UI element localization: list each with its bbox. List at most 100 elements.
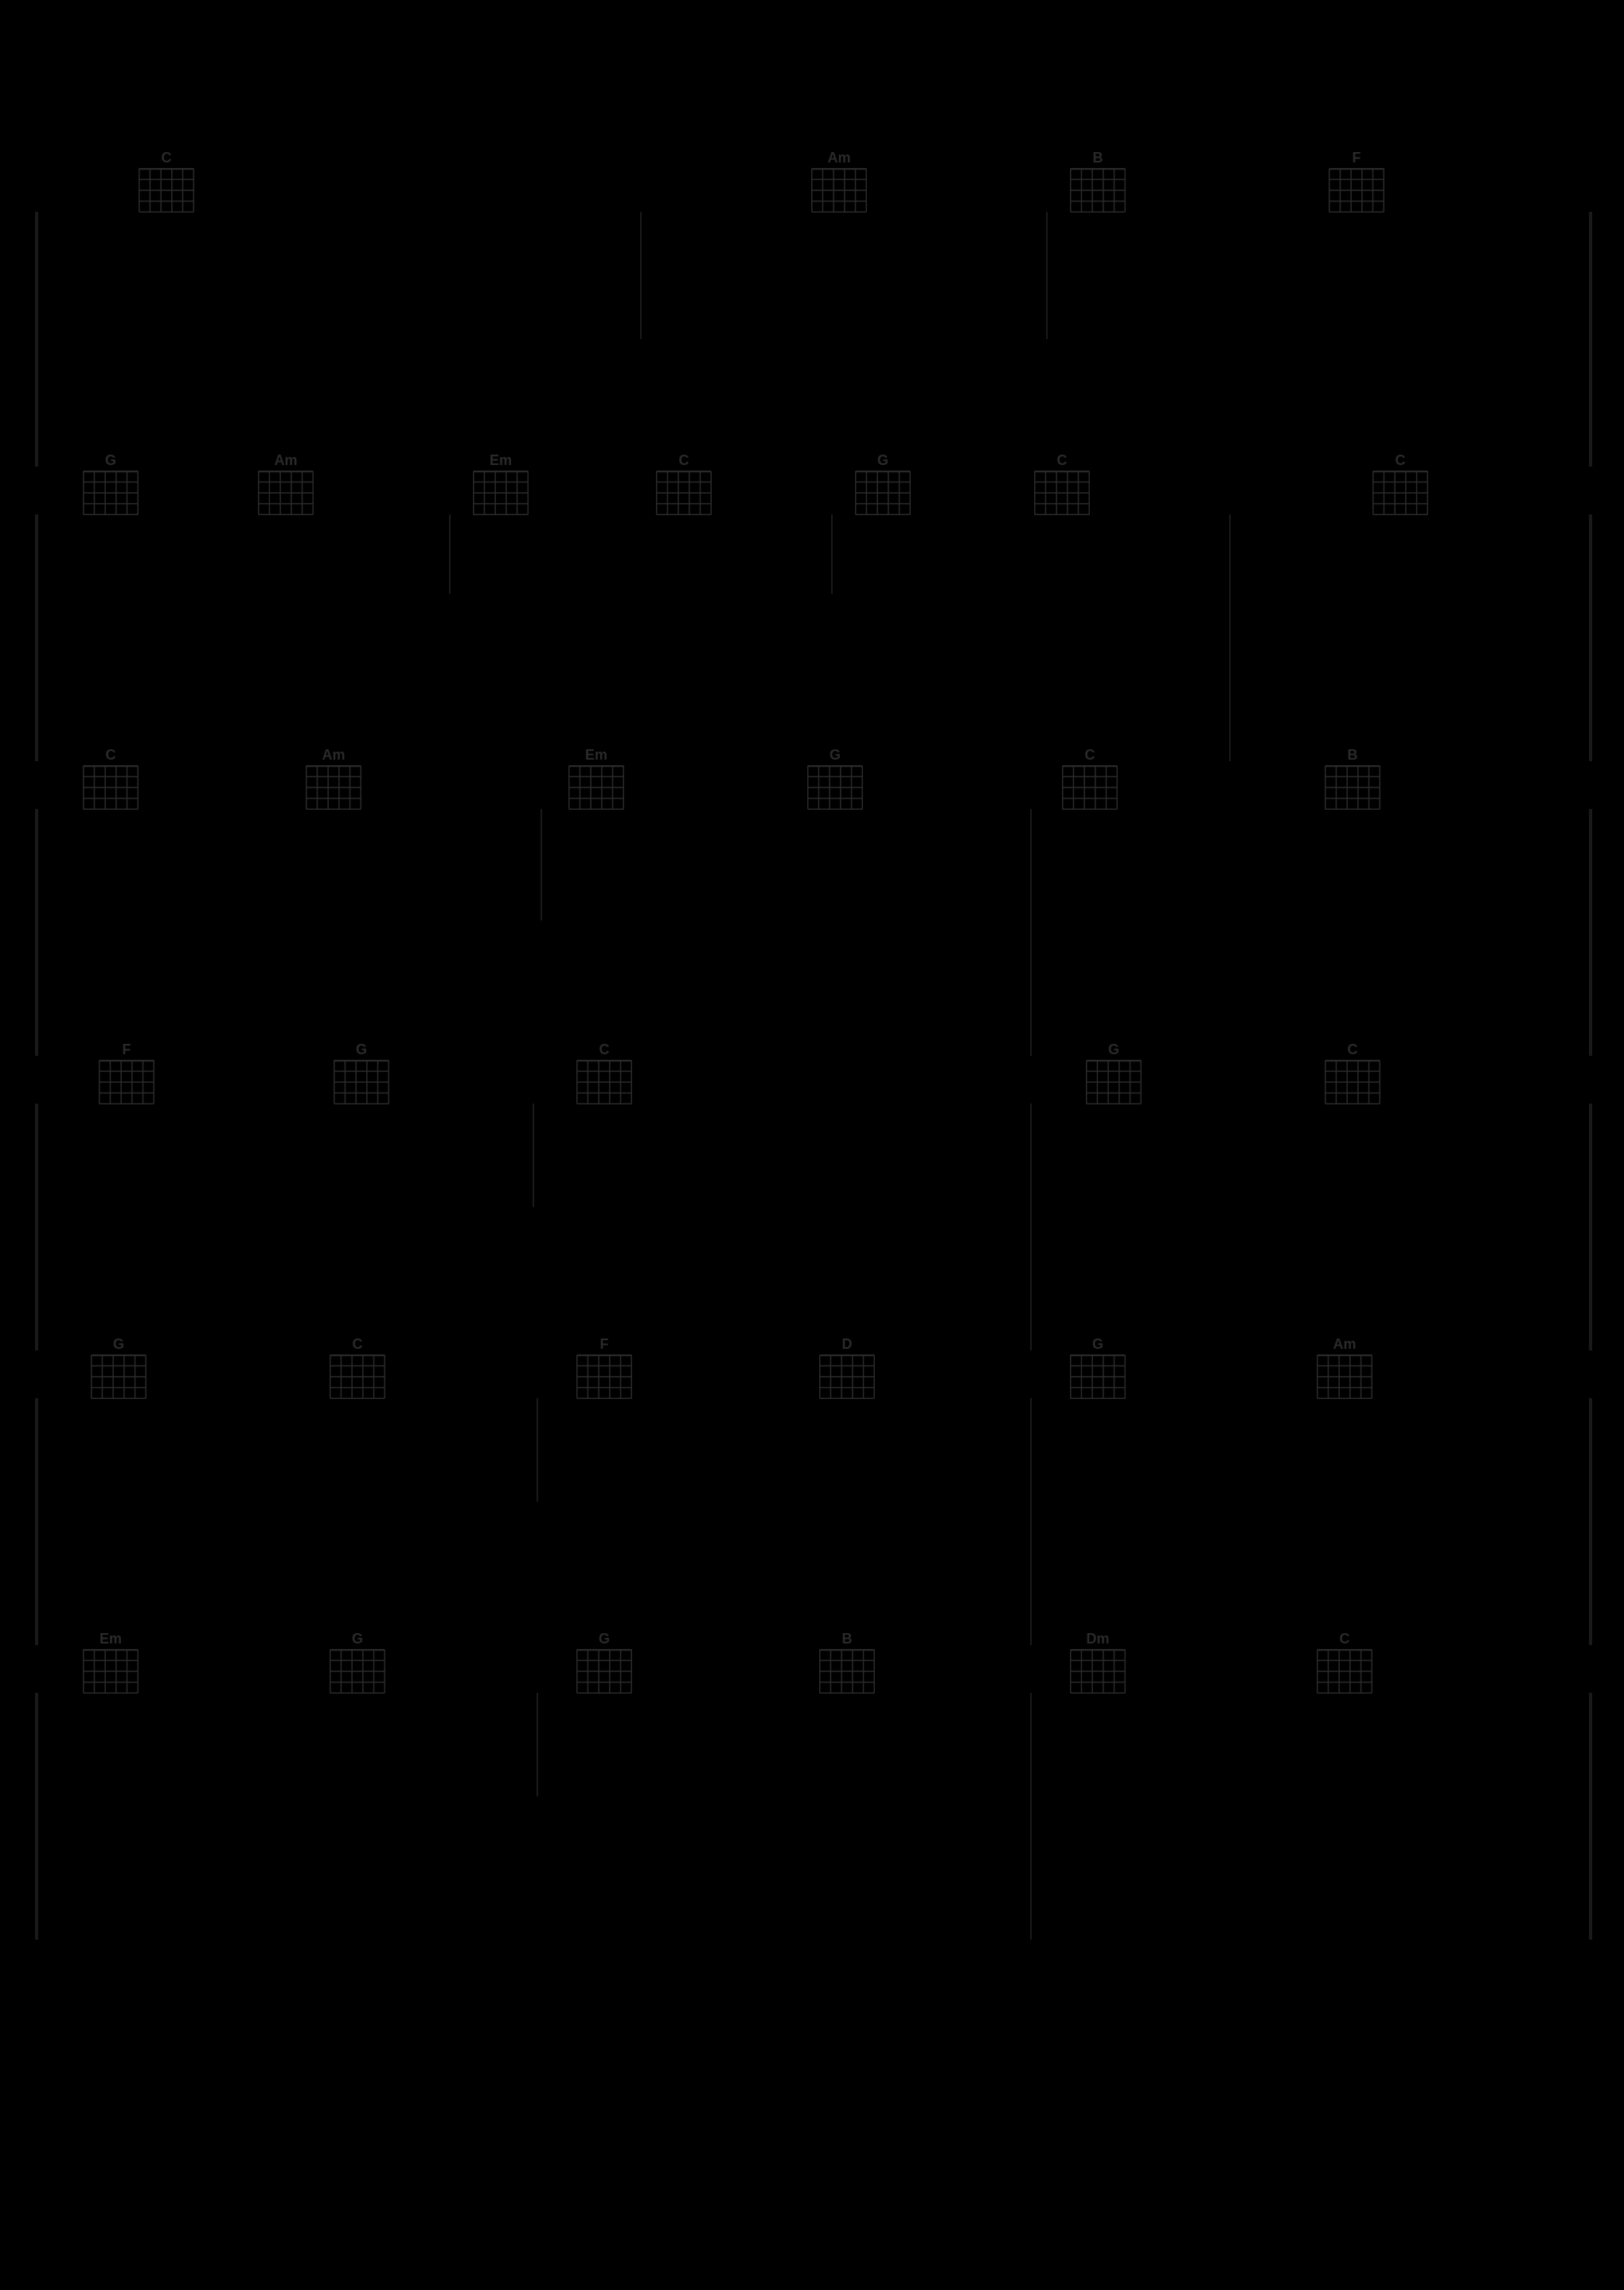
barline — [1030, 809, 1032, 1056]
barline — [35, 1693, 38, 1940]
chord-diagram: Em — [568, 747, 624, 814]
chord-row: Em G G B Dm C — [35, 1631, 1589, 1693]
chord-grid-icon — [334, 1060, 389, 1104]
chord-label: F — [99, 1041, 154, 1058]
music-system: Em G G B Dm C — [35, 1631, 1589, 1940]
chord-diagram: Em — [473, 452, 529, 519]
barline — [1030, 1398, 1032, 1645]
chord-grid-icon — [855, 471, 911, 515]
staff-area — [35, 1104, 1589, 1350]
chord-grid-icon — [1317, 1649, 1372, 1694]
chord-label: G — [855, 452, 911, 469]
chord-label: G — [1086, 1041, 1142, 1058]
music-system: CAmEmGCB — [35, 747, 1589, 1056]
staff-area — [35, 212, 1589, 467]
barline — [1589, 809, 1592, 1056]
chord-grid-icon — [1062, 765, 1118, 810]
chord-label: Dm — [1070, 1631, 1126, 1647]
chord-label: G — [1070, 1336, 1126, 1353]
barline — [831, 514, 833, 594]
barline — [35, 809, 38, 1056]
chord-diagram: Am — [811, 150, 867, 217]
chord-grid-icon — [83, 1649, 139, 1694]
barline — [1229, 514, 1231, 761]
chord-label: Am — [811, 150, 867, 166]
chord-diagram: C — [83, 747, 139, 814]
chord-label: Am — [306, 747, 361, 764]
chord-row: CAmBF — [35, 150, 1589, 212]
staff-area — [35, 1693, 1589, 1940]
chord-label: C — [83, 747, 139, 764]
chord-diagram: Dm — [1070, 1631, 1126, 1698]
barline — [1030, 1104, 1032, 1350]
chord-diagram: B — [1070, 150, 1126, 217]
chord-label: Am — [1317, 1336, 1372, 1353]
music-system: GCFDGAm — [35, 1336, 1589, 1645]
chord-grid-icon — [330, 1649, 385, 1694]
chord-diagram: C — [1325, 1041, 1380, 1108]
sheet-music-page: CAmBFGAmEmCGCCCAmEmGCBFGCGCGCFDGAmEmGGBD… — [0, 0, 1624, 2290]
chord-diagram: Em — [83, 1631, 139, 1698]
chord-grid-icon — [139, 168, 194, 213]
music-system: C Am B F — [35, 150, 1589, 467]
barline — [1589, 212, 1592, 467]
barline — [35, 1398, 38, 1645]
chord-label: C — [1372, 452, 1428, 469]
chord-label: Em — [83, 1631, 139, 1647]
chord-grid-icon — [1329, 168, 1384, 213]
chord-label: C — [656, 452, 712, 469]
chord-row: CAmEmGCB — [35, 747, 1589, 809]
chord-label: G — [334, 1041, 389, 1058]
chord-grid-icon — [1070, 168, 1126, 213]
chord-label: G — [576, 1631, 632, 1647]
chord-diagram: Am — [1317, 1336, 1372, 1403]
barline — [1046, 212, 1048, 339]
staff-area — [35, 514, 1589, 761]
chord-diagram: G — [1086, 1041, 1142, 1108]
chord-grid-icon — [656, 471, 712, 515]
chord-diagram: F — [576, 1336, 632, 1403]
chord-diagram: G — [576, 1631, 632, 1698]
music-system: F G C G C — [35, 1041, 1589, 1350]
barline — [1589, 514, 1592, 761]
chord-diagram: G — [855, 452, 911, 519]
chord-diagram: G — [807, 747, 863, 814]
chord-grid-icon — [576, 1354, 632, 1399]
chord-label: G — [807, 747, 863, 764]
staff-area — [35, 1398, 1589, 1645]
chord-label: B — [1070, 150, 1126, 166]
chord-grid-icon — [91, 1354, 146, 1399]
barline — [537, 1398, 538, 1502]
chord-diagram: G — [334, 1041, 389, 1108]
chord-grid-icon — [1317, 1354, 1372, 1399]
chord-diagram: C — [330, 1336, 385, 1403]
music-system: G Am Em C G C C — [35, 452, 1589, 761]
chord-label: C — [576, 1041, 632, 1058]
chord-diagram: C — [1034, 452, 1090, 519]
chord-diagram: C — [1317, 1631, 1372, 1698]
chord-label: F — [576, 1336, 632, 1353]
barline — [533, 1104, 534, 1207]
chord-label: C — [330, 1336, 385, 1353]
chord-grid-icon — [1325, 765, 1380, 810]
chord-grid-icon — [811, 168, 867, 213]
chord-diagram: G — [330, 1631, 385, 1698]
chord-row: FGCGC — [35, 1041, 1589, 1104]
barline — [537, 1693, 538, 1796]
chord-label: F — [1329, 150, 1384, 166]
chord-grid-icon — [83, 471, 139, 515]
chord-grid-icon — [1070, 1649, 1126, 1694]
chord-grid-icon — [819, 1354, 875, 1399]
chord-grid-icon — [1325, 1060, 1380, 1104]
barline — [1589, 1104, 1592, 1350]
chord-diagram: C — [139, 150, 194, 217]
chord-label: B — [819, 1631, 875, 1647]
chord-label: C — [1317, 1631, 1372, 1647]
chord-label: G — [83, 452, 139, 469]
chord-diagram: C — [1372, 452, 1428, 519]
chord-diagram: B — [819, 1631, 875, 1698]
barline — [640, 212, 642, 339]
barline — [1030, 1693, 1032, 1940]
staff-area — [35, 809, 1589, 1056]
chord-label: G — [330, 1631, 385, 1647]
